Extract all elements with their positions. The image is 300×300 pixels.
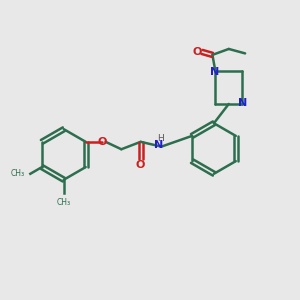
Text: O: O: [98, 136, 107, 146]
Text: CH₃: CH₃: [57, 198, 71, 207]
Text: CH₃: CH₃: [11, 169, 25, 178]
Text: N: N: [210, 67, 219, 77]
Text: O: O: [193, 47, 202, 57]
Text: H: H: [157, 134, 164, 143]
Text: N: N: [154, 140, 163, 150]
Text: O: O: [136, 160, 146, 170]
Text: N: N: [238, 98, 248, 108]
